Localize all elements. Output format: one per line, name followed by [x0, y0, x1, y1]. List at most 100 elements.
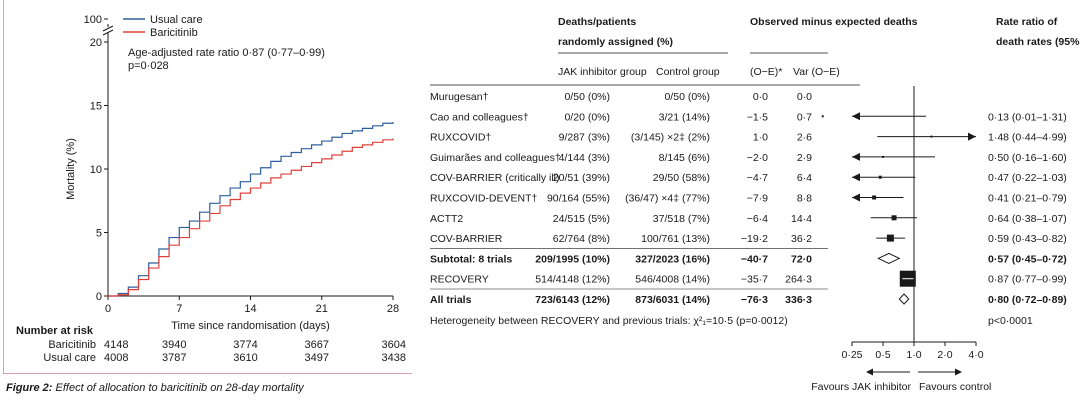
row-control: 8/145 (6%) [659, 152, 710, 164]
row-jak: 0/20 (0%) [564, 111, 610, 123]
ci-arrow-left [852, 193, 860, 202]
row-rate-ratio: 0·13 (0·01–1·31) [988, 111, 1067, 123]
row-jak: 723/6143 (12%) [535, 294, 610, 306]
row-jak: 9/287 (3%) [559, 132, 610, 144]
row-jak: 62/764 (8%) [553, 233, 610, 245]
y-tick-label: 10 [90, 164, 102, 176]
header-oe: (O−E)* [750, 66, 782, 78]
risk-table-value: 3610 [233, 352, 257, 364]
row-control: 546/4008 (14%) [635, 274, 710, 286]
row-oe: 1·0 [753, 132, 768, 144]
point-estimate-box [891, 215, 897, 221]
forest-x-tick-label: 4·0 [968, 349, 983, 361]
risk-table-value: 4008 [104, 352, 128, 364]
header-deaths: Deaths/patients [558, 16, 636, 28]
risk-table-title: Number at risk [16, 325, 94, 337]
row-var: 72·0 [791, 253, 812, 265]
point-estimate-box [886, 234, 894, 242]
ci-arrow-left [852, 112, 860, 121]
favours-left-arrowhead [866, 368, 873, 376]
row-oe: 0·0 [753, 91, 768, 103]
axis-break-mark [102, 25, 114, 32]
row-var: 8·8 [797, 193, 812, 205]
row-control: (3/145) ×2‡ (2%) [631, 132, 710, 144]
axis-break-mark [102, 29, 114, 36]
y-tick-label: 0 [96, 291, 102, 303]
row-control: 29/50 (58%) [653, 172, 710, 184]
caption-label: Figure 2: [6, 382, 53, 394]
risk-table-value: 3497 [305, 352, 329, 364]
row-study: Guimarães and colleagues† [430, 152, 561, 164]
p-value: p<0·0001 [988, 315, 1033, 327]
row-rate-ratio: 0·47 (0·22–1·03) [988, 172, 1067, 184]
kaplan-meier-chart: 100 0 5 10 15 20 0 7 14 21 28 Time since randomisat… [16, 14, 406, 364]
figure-caption: Figure 2: Effect of allocation to barici… [6, 382, 304, 394]
row-oe: −40·7 [741, 253, 768, 265]
legend-label: Usual care [150, 14, 203, 26]
row-rate-ratio: 0·80 (0·72–0·89) [988, 294, 1067, 306]
header-jak: JAK inhibitor group [558, 66, 647, 78]
x-tick-label: 21 [316, 303, 328, 315]
row-var: 6·4 [797, 172, 812, 184]
header-control: Control group [656, 66, 720, 78]
row-rate-ratio: 0·57 (0·45–0·72) [988, 253, 1067, 265]
row-jak: 20/51 (39%) [553, 172, 610, 184]
row-rate-ratio: 0·50 (0·16–1·60) [988, 152, 1067, 164]
row-study: RUXCOVID-DEVENT† [430, 193, 538, 205]
row-control: 0/50 (0%) [664, 91, 710, 103]
y-tick-label: 100 [84, 14, 102, 26]
row-rate-ratio: 1·48 (0·44–4·99) [988, 132, 1067, 144]
x-tick-label: 7 [176, 303, 182, 315]
risk-table-value: 3604 [382, 339, 406, 351]
risk-table-value: 3940 [162, 339, 186, 351]
header-rate-ratio: death rates (95% CI) [996, 36, 1080, 48]
risk-table-value: 3774 [233, 339, 257, 351]
rate-ratio-annotation: p=0·028 [128, 60, 169, 72]
header-deaths: randomly assigned (%) [558, 36, 673, 48]
row-oe: −19·2 [741, 233, 768, 245]
y-tick-label: 5 [96, 228, 102, 240]
forest-x-tick-label: 0·5 [875, 349, 890, 361]
row-var: 264·3 [785, 274, 812, 286]
header-observed: Observed minus expected deaths [750, 16, 918, 28]
row-var: 14·4 [791, 213, 812, 225]
point-estimate-box [878, 175, 882, 179]
row-oe: −4·7 [747, 172, 768, 184]
ci-arrow-right [968, 132, 976, 141]
point-estimate-box [872, 195, 877, 200]
row-oe: −76·3 [741, 294, 768, 306]
x-tick-label: 14 [244, 303, 256, 315]
row-var: 0·0 [797, 91, 812, 103]
header-rate-ratio: Rate ratio of [996, 16, 1058, 28]
row-oe: −35·7 [741, 274, 768, 286]
forest-x-tick-label: 0·25 [841, 349, 862, 361]
row-var: 2·6 [797, 132, 812, 144]
row-oe: −2·0 [747, 152, 768, 164]
row-study: COV-BARRIER (critically ill) [430, 172, 560, 184]
row-study: Subtotal: 8 trials [430, 253, 512, 265]
row-control: 327/2023 (16%) [635, 253, 710, 265]
series-line-usual-care [108, 122, 394, 297]
forest-x-tick-label: 2·0 [937, 349, 952, 361]
km-panel-frame [3, 0, 412, 374]
row-jak: 209/1995 (10%) [535, 253, 610, 265]
point-estimate-box [821, 115, 824, 118]
caption-text: Effect of allocation to baricitinib on 2… [52, 382, 304, 394]
x-tick-label: 28 [387, 303, 399, 315]
forest-plot: Deaths/patients randomly assigned (%) JAK … [430, 16, 1080, 393]
y-tick-label: 20 [90, 37, 102, 49]
row-jak: 514/4148 (12%) [535, 274, 610, 286]
summary-diamond [898, 293, 910, 305]
point-estimate-box [882, 155, 884, 158]
row-jak: 90/164 (55%) [547, 193, 610, 205]
risk-table-value: 3667 [305, 339, 329, 351]
row-jak: 0/50 (0%) [564, 91, 610, 103]
row-rate-ratio: 0·59 (0·43–0·82) [988, 233, 1067, 245]
row-study: ACTT2 [430, 213, 463, 225]
favours-left-label: Favours JAK inhibitor [811, 381, 911, 393]
row-var: 0·7 [797, 111, 812, 123]
y-tick-label: 15 [90, 101, 102, 113]
row-control: 100/761 (13%) [641, 233, 710, 245]
row-oe: −1·5 [747, 111, 768, 123]
